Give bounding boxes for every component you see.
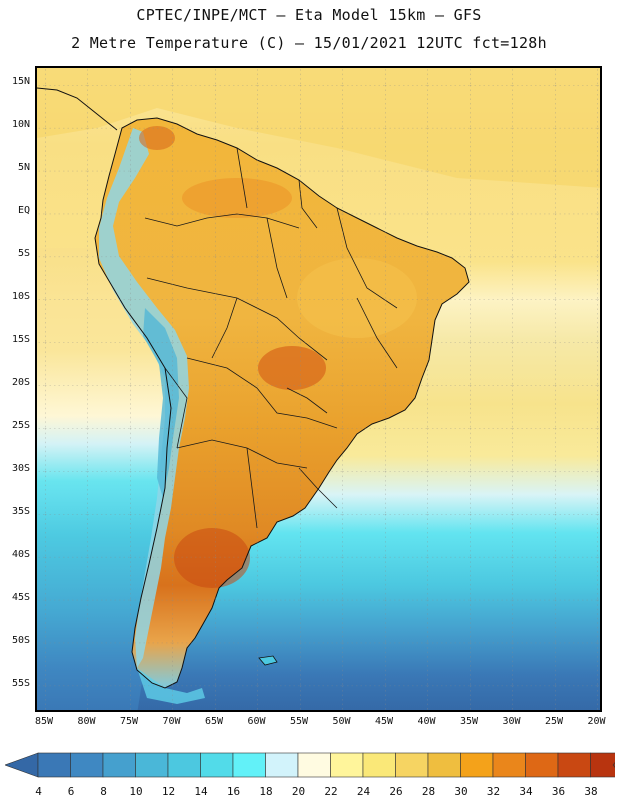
lon-label-45w: 45W xyxy=(374,716,394,727)
colorbar-swatch xyxy=(557,752,591,778)
lat-label-15n: 15N xyxy=(11,76,30,87)
colorbar-tick-label: 18 xyxy=(259,785,273,798)
lon-label-60w: 60W xyxy=(247,716,266,727)
lon-label-40w: 40W xyxy=(417,716,436,727)
colorbar-tick-label: 34 xyxy=(519,785,533,798)
colorbar-swatch xyxy=(102,752,136,778)
colorbar-swatch xyxy=(297,752,331,778)
colorbar-swatch xyxy=(200,752,234,778)
colorbar-tick-label: 28 xyxy=(421,785,436,798)
colorbar-tick-label: 32 xyxy=(486,785,501,798)
colorbar-tick-label: 22 xyxy=(324,785,338,798)
colorbar-swatch xyxy=(460,752,494,778)
colorbar-swatch xyxy=(362,752,396,778)
lon-label-85w: 85W xyxy=(34,716,54,727)
colorbar-swatch xyxy=(590,752,615,778)
lat-label-15s: 15S xyxy=(11,334,30,345)
colorbar-high-extension xyxy=(612,762,615,768)
lat-label-10s: 10S xyxy=(11,291,30,302)
colorbar-swatch xyxy=(232,752,266,778)
lat-label-45s: 45S xyxy=(11,592,30,603)
lon-label-65w: 65W xyxy=(204,716,224,727)
colorbar-low-extension xyxy=(5,752,39,778)
temperature-map[interactable] xyxy=(35,66,602,712)
colorbar-swatch xyxy=(37,752,71,778)
lon-label-35w: 35W xyxy=(459,716,479,727)
colorbar-tick-label: 26 xyxy=(389,785,403,798)
colorbar-swatch xyxy=(525,752,559,778)
colorbar-swatch xyxy=(135,752,169,778)
colorbar-swatch xyxy=(265,752,299,778)
colorbar-swatch xyxy=(330,752,364,778)
lon-label-50w: 50W xyxy=(332,716,351,727)
colorbar-swatch xyxy=(167,752,201,778)
colorbar-tick-label: 16 xyxy=(226,785,241,798)
lat-label-35s: 35S xyxy=(11,506,30,517)
lat-label-20s: 20S xyxy=(11,377,30,388)
lat-label-eq: EQ xyxy=(17,205,30,216)
lat-label-5s: 5S xyxy=(17,248,30,259)
lat-label-55s: 55S xyxy=(11,678,30,689)
lat-lon-grid xyxy=(37,68,600,710)
lon-label-55w: 55W xyxy=(289,716,309,727)
colorbar-tick-label: 20 xyxy=(291,785,306,798)
colorbar-tick-label: 30 xyxy=(454,785,468,798)
lon-label-80w: 80W xyxy=(77,716,96,727)
lon-label-70w: 70W xyxy=(162,716,181,727)
colorbar-swatch xyxy=(395,752,429,778)
lon-label-25w: 25W xyxy=(544,716,564,727)
map-canvas xyxy=(37,68,600,710)
colorbar-tick-label: 14 xyxy=(194,785,208,798)
colorbar-tick-label: 38 xyxy=(584,785,598,798)
temperature-colorbar xyxy=(5,752,615,778)
map-title-line2: 2 Metre Temperature (C) – 15/01/2021 12U… xyxy=(71,34,547,52)
lat-label-5n: 5N xyxy=(17,162,30,173)
colorbar-tick-label: 6 xyxy=(67,785,75,798)
colorbar-swatch xyxy=(427,752,461,778)
colorbar-swatch xyxy=(492,752,526,778)
lat-label-25s: 25S xyxy=(11,420,30,431)
lon-label-30w: 30W xyxy=(502,716,521,727)
lat-label-10n: 10N xyxy=(11,119,30,130)
lat-label-30s: 30S xyxy=(11,463,30,474)
map-title-line1: CPTEC/INPE/MCT – Eta Model 15km – GFS xyxy=(136,6,482,24)
colorbar-tick-label: 4 xyxy=(35,785,42,798)
lon-label-75w: 75W xyxy=(119,716,139,727)
colorbar-tick-label: 36 xyxy=(551,785,566,798)
lat-label-40s: 40S xyxy=(11,549,30,560)
lon-label-20w: 20W xyxy=(587,716,606,727)
colorbar-swatch xyxy=(70,752,104,778)
lat-label-50s: 50S xyxy=(11,635,30,646)
colorbar-tick-label: 8 xyxy=(100,785,107,798)
colorbar-tick-label: 10 xyxy=(129,785,143,798)
colorbar-tick-label: 12 xyxy=(161,785,176,798)
colorbar-tick-label: 24 xyxy=(356,785,371,798)
